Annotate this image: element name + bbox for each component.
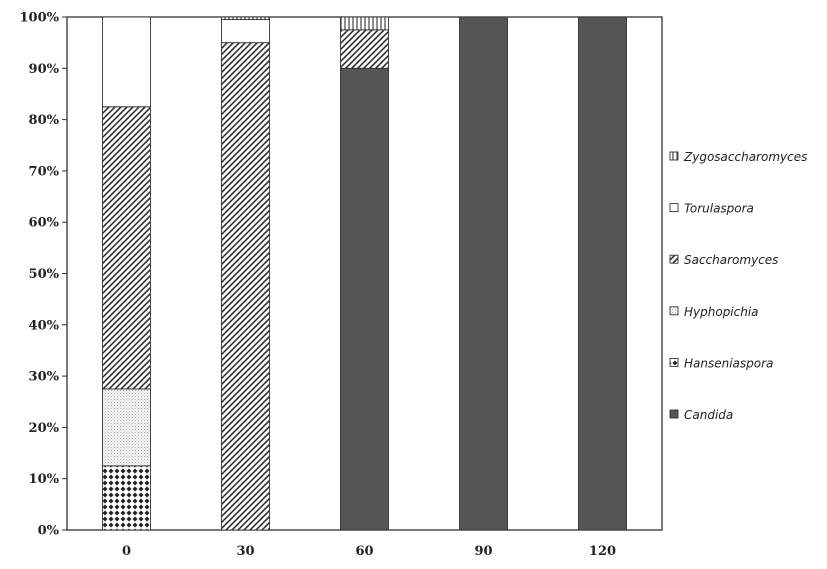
y-tick-label: 70% <box>29 164 60 179</box>
legend-label-hyphopichia: Hyphopichia <box>684 305 759 319</box>
y-tick-label: 40% <box>29 318 60 333</box>
plot-area <box>66 16 663 531</box>
bar-segment-zygosaccharomyces-30 <box>221 16 270 21</box>
legend-swatch-hanseniaspora <box>669 357 679 367</box>
x-axis-ticks: 0 30 60 90 120 <box>122 544 616 559</box>
x-tick-label: 90 <box>474 544 492 559</box>
bar-segment-torulaspora-0 <box>102 16 151 108</box>
x-tick-label: 60 <box>355 544 373 559</box>
legend-swatch-hyphopichia <box>669 306 679 316</box>
y-tick-label: 30% <box>29 370 60 385</box>
legend-label-saccharomyces: Saccharomyces <box>684 253 778 267</box>
bar-segment-hanseniaspora-0 <box>102 465 151 531</box>
bar-segment-saccharomyces-60 <box>340 29 389 69</box>
y-tick-label: 0% <box>38 524 60 539</box>
legend: Zygosaccharomyces Torulaspora Saccharomyce… <box>669 150 807 422</box>
bar-segment-saccharomyces-0 <box>102 106 151 390</box>
bar-segment-candida-90 <box>459 16 508 531</box>
x-tick-label: 30 <box>236 544 254 559</box>
legend-label-zygosaccharomyces: Zygosaccharomyces <box>683 150 807 164</box>
legend-label-hanseniaspora: Hanseniaspora <box>684 356 773 370</box>
y-tick-label: 20% <box>29 421 60 436</box>
y-tick-label: 10% <box>29 472 60 487</box>
x-tick-label: 120 <box>589 544 616 559</box>
y-tick-label: 60% <box>29 216 60 231</box>
x-tick-label: 0 <box>122 544 131 559</box>
legend-swatch-candida <box>669 409 679 419</box>
legend-label-torulaspora: Torulaspora <box>684 202 754 216</box>
y-tick-label: 50% <box>29 267 60 282</box>
y-tick-label: 90% <box>29 62 60 77</box>
legend-swatch-zygosaccharomyces <box>669 151 679 161</box>
bar-segment-torulaspora-30 <box>221 19 270 44</box>
legend-label-candida: Candida <box>684 408 733 422</box>
bar-segment-candida-120 <box>578 16 627 531</box>
y-axis-ticks: 0% 10% 20% 30% 40% 50% 60% 70% 80% 90% 100% <box>20 11 67 539</box>
bar-segment-candida-60 <box>340 67 389 531</box>
y-tick-label: 100% <box>20 11 60 26</box>
bar-segment-hyphopichia-0 <box>102 388 151 467</box>
bar-segment-saccharomyces-30 <box>221 42 270 531</box>
legend-swatch-saccharomyces <box>669 254 679 264</box>
legend-swatch-torulaspora <box>669 203 679 213</box>
bar-segment-zygosaccharomyces-60 <box>340 16 389 31</box>
y-tick-label: 80% <box>29 113 60 128</box>
